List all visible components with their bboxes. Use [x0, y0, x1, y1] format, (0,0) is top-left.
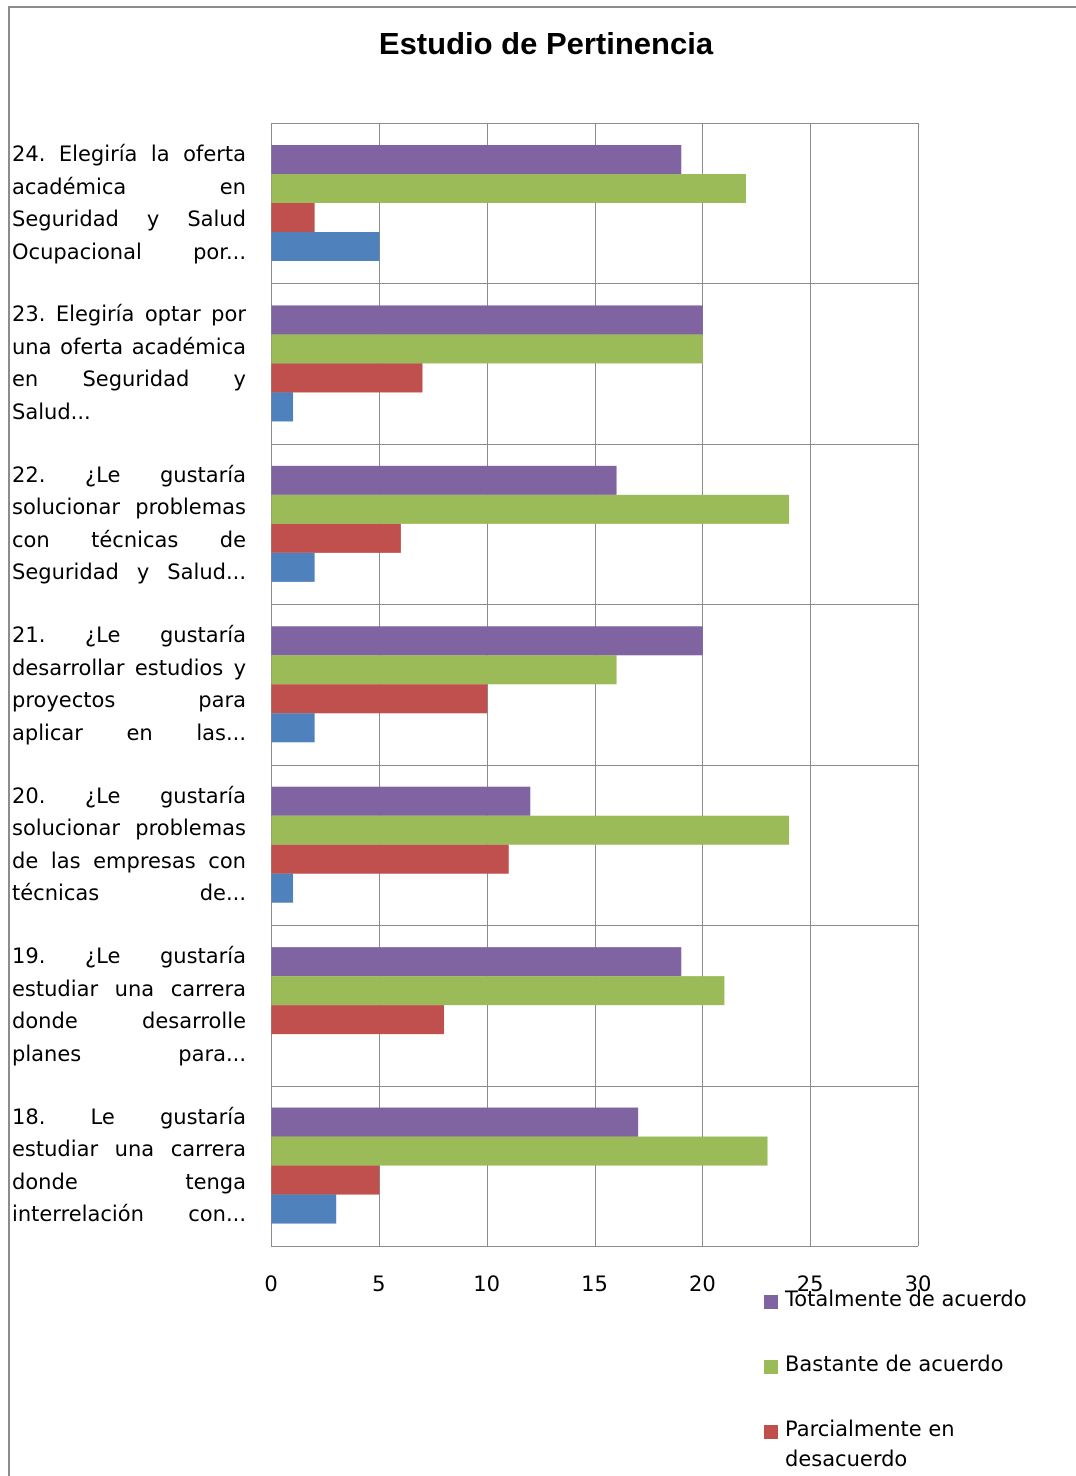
bar: [271, 174, 746, 203]
bar: [271, 494, 790, 524]
bar: [271, 363, 423, 393]
legend-label: Bastante de acuerdo: [785, 1352, 1004, 1376]
x-tick-label: 15: [581, 1272, 608, 1296]
bar: [271, 465, 617, 495]
bar: [271, 1136, 768, 1166]
bar: [271, 1107, 639, 1137]
x-tick-label: 20: [689, 1272, 716, 1296]
bar: [271, 203, 315, 232]
bar: [271, 232, 380, 261]
bar: [271, 1165, 380, 1195]
bar: [271, 713, 315, 743]
bar: [271, 626, 703, 656]
bar: [271, 947, 682, 977]
bar: [271, 786, 531, 816]
bar: [271, 684, 488, 714]
x-tick-label: 25: [797, 1272, 824, 1296]
legend-swatch: [764, 1295, 778, 1309]
bar: [271, 1194, 337, 1224]
bar: [271, 552, 315, 582]
category-label: 23. Elegiría optar por una oferta académ…: [12, 302, 246, 424]
bar: [271, 523, 401, 553]
bar: [271, 145, 682, 174]
legend-swatch: [764, 1425, 778, 1439]
bar: [271, 844, 509, 874]
category-label: 19. ¿Le gustaría estudiar una carrera do…: [12, 944, 246, 1066]
x-tick-label: 5: [372, 1272, 385, 1296]
category-label: 24. Elegiría la oferta académica en Segu…: [12, 142, 246, 264]
category-label: 22. ¿Le gustaría solucionar problemas co…: [12, 462, 246, 585]
bar: [271, 334, 703, 364]
category-label: 20. ¿Le gustaría solucionar problemas de…: [12, 783, 246, 906]
chart-title: Estudio de Pertinencia: [378, 26, 714, 61]
bar: [271, 873, 294, 903]
category-label: 18. Le gustaría estudiar una carrera don…: [12, 1104, 246, 1227]
x-tick-label: 10: [473, 1272, 500, 1296]
bar: [271, 815, 790, 845]
legend-label: Totalmente de acuerdo: [785, 1287, 1027, 1311]
bar: [271, 1005, 445, 1035]
legend-swatch: [764, 1360, 778, 1374]
bar: [271, 392, 294, 422]
chart-frame: [8, 6, 1076, 1476]
x-tick-label: 30: [905, 1272, 932, 1296]
bar: [271, 976, 725, 1006]
x-tick-label: 0: [264, 1272, 277, 1296]
category-label: 21. ¿Le gustaría desarrollar estudios y …: [12, 623, 246, 745]
legend-label: Parcialmente en desacuerdo: [785, 1417, 955, 1471]
bar: [271, 305, 703, 335]
bar: [271, 655, 617, 685]
